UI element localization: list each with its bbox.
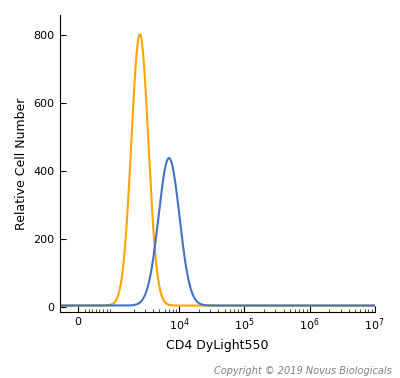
Y-axis label: Relative Cell Number: Relative Cell Number [15, 97, 28, 229]
Text: Copyright © 2019 Novus Biologicals: Copyright © 2019 Novus Biologicals [214, 366, 392, 376]
X-axis label: CD4 DyLight550: CD4 DyLight550 [166, 339, 268, 352]
